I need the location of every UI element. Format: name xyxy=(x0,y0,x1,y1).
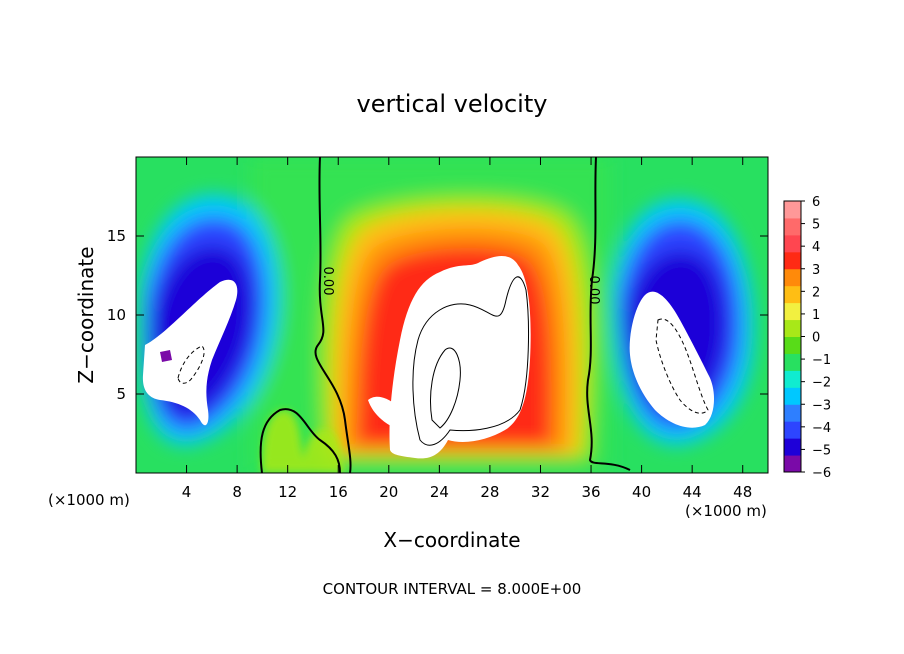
colorbar-tick-label: 4 xyxy=(812,240,820,255)
colorbar-tick-label: 2 xyxy=(812,285,820,300)
colorbar-swatch xyxy=(784,268,801,287)
x-tick-label: 40 xyxy=(632,483,651,501)
colorbar xyxy=(783,200,802,473)
contour-center-outer xyxy=(412,276,529,446)
saturation-core-left xyxy=(142,279,238,426)
x-tick-label: 20 xyxy=(379,483,398,501)
x-tick-label: 12 xyxy=(278,483,297,501)
saturation-core-center xyxy=(368,256,531,459)
zero-contour-right xyxy=(586,157,631,471)
contour-center-inner xyxy=(430,347,461,429)
x-tick-label: 48 xyxy=(733,483,752,501)
x-tick-label: 44 xyxy=(683,483,702,501)
x-axis-ticks: 4 8 12 16 20 24 28 32 36 40 44 48 xyxy=(182,157,752,501)
x-tick-label: 28 xyxy=(480,483,499,501)
colorbar-swatch xyxy=(784,201,801,219)
y-tick-label: 5 xyxy=(116,385,126,403)
colorbar-tick-label: 5 xyxy=(812,218,820,233)
colorbar-swatch xyxy=(784,285,801,304)
colorbar-ticks: 6 5 4 3 2 1 0 −1 −2 −3 −4 −5 −6 xyxy=(801,195,831,481)
colorbar-tick-label: −4 xyxy=(812,421,831,436)
x-tick-label: 4 xyxy=(182,483,192,501)
colorbar-swatch xyxy=(784,387,801,405)
x-tick-label: 32 xyxy=(531,483,550,501)
contour-left-dashed xyxy=(177,345,205,384)
colorbar-swatch xyxy=(784,234,801,253)
colorbar-tick-label: 0 xyxy=(812,331,820,346)
x-axis-unit-left: (×1000 m) xyxy=(48,491,130,509)
contour-label-left: 0.00 xyxy=(320,267,335,296)
y-axis-label: Z−coordinate xyxy=(74,246,98,383)
x-axis-label: X−coordinate xyxy=(383,528,520,552)
saturation-core-right xyxy=(629,291,715,428)
contour-label-right: 0.00 xyxy=(586,276,601,305)
y-tick-label: 15 xyxy=(107,227,126,245)
colorbar-tick-label: −2 xyxy=(812,376,831,391)
colorbar-swatch xyxy=(784,217,801,236)
colorbar-swatch xyxy=(784,302,801,321)
y-axis-ticks: 5 10 15 xyxy=(107,227,768,403)
colorbar-tick-label: 3 xyxy=(812,263,820,278)
colorbar-swatch xyxy=(784,319,801,337)
colorbar-tick-label: 6 xyxy=(812,195,820,210)
chart-title: vertical velocity xyxy=(357,90,548,118)
heatmap-field xyxy=(136,157,768,473)
x-tick-label: 16 xyxy=(329,483,348,501)
contour-interval-note: CONTOUR INTERVAL = 8.000E+00 xyxy=(323,580,582,598)
colorbar-swatch xyxy=(784,438,801,456)
x-tick-label: 8 xyxy=(232,483,242,501)
colorbar-tick-label: −6 xyxy=(812,466,831,481)
x-tick-label: 36 xyxy=(581,483,600,501)
zero-contour-lower-left xyxy=(259,408,341,473)
x-tick-label: 24 xyxy=(430,483,449,501)
colorbar-swatch xyxy=(784,370,801,388)
colorbar-swatch xyxy=(784,421,801,439)
colorbar-swatch xyxy=(784,353,801,371)
colorbar-tick-label: −3 xyxy=(812,398,831,413)
colorbar-swatch xyxy=(784,455,801,473)
x-axis-unit-right: (×1000 m) xyxy=(685,502,767,520)
y-tick-label: 10 xyxy=(107,306,126,324)
zero-contour-left xyxy=(314,157,352,473)
contour-lines xyxy=(177,157,709,473)
contour-right-dashed xyxy=(655,318,709,414)
colorbar-tick-label: 1 xyxy=(812,308,820,323)
colorbar-swatch xyxy=(784,251,801,270)
colorbar-swatch xyxy=(784,336,801,354)
colorbar-swatch xyxy=(784,404,801,422)
colorbar-tick-label: −5 xyxy=(812,443,831,458)
colorbar-tick-label: −1 xyxy=(812,353,831,368)
